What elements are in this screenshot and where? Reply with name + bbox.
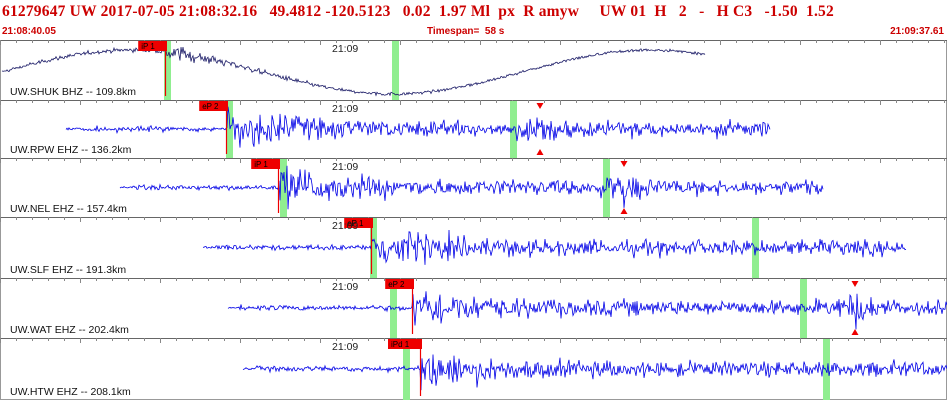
timespan-display: Timespan= 58 s bbox=[427, 26, 504, 37]
time-window-marker bbox=[280, 159, 287, 217]
coda-marker-top-icon[interactable] bbox=[620, 161, 628, 167]
station-label: UW.SHUK BHZ -- 109.8km bbox=[10, 86, 136, 98]
time-window-marker bbox=[226, 101, 233, 158]
waveform-trace[interactable] bbox=[65, 106, 771, 148]
waveform-trace[interactable] bbox=[242, 354, 947, 391]
time-window-marker bbox=[164, 41, 171, 100]
time-window-marker bbox=[823, 339, 830, 400]
trace-time-mark: 21:09 bbox=[332, 43, 358, 55]
trace-time-mark: 21:09 bbox=[332, 161, 358, 173]
phase-pick-label[interactable]: iP 1 bbox=[141, 42, 155, 51]
waveform-trace[interactable] bbox=[1, 46, 706, 97]
time-window-marker bbox=[392, 41, 399, 100]
station-label: UW.NEL EHZ -- 157.4km bbox=[10, 203, 127, 215]
phase-pick-label[interactable]: eP 1 bbox=[347, 219, 364, 228]
timespan-value: 58 s bbox=[484, 26, 505, 37]
phase-pick-label-box[interactable] bbox=[251, 159, 280, 169]
waveform-trace[interactable] bbox=[202, 229, 907, 265]
trace-panel-frame bbox=[0, 40, 947, 400]
phase-pick-label[interactable]: eP 2 bbox=[388, 280, 405, 289]
waveform-trace[interactable] bbox=[227, 291, 947, 330]
trace-time-mark: 21:09 bbox=[332, 220, 358, 232]
station-label: UW.SLF EHZ -- 191.3km bbox=[10, 264, 126, 276]
phase-pick-label[interactable]: iP 1 bbox=[254, 160, 268, 169]
phase-pick-label[interactable]: eP 2 bbox=[202, 102, 219, 111]
trace-time-mark: 21:09 bbox=[332, 281, 358, 293]
window-end-time: 21:09:37.61 bbox=[890, 26, 944, 37]
window-start-time: 21:08:40.05 bbox=[2, 26, 56, 37]
phase-pick-label-box[interactable] bbox=[388, 339, 422, 349]
phase-pick-label-box[interactable] bbox=[385, 279, 414, 289]
time-window-marker bbox=[370, 218, 377, 278]
trace-time-mark: 21:09 bbox=[332, 341, 358, 353]
time-window-marker bbox=[800, 279, 807, 338]
phase-pick-label-box[interactable] bbox=[344, 218, 373, 228]
phase-pick-label[interactable]: iPd 1 bbox=[391, 340, 410, 349]
station-label: UW.RPW EHZ -- 136.2km bbox=[10, 144, 132, 156]
timespan-label: Timespan= bbox=[427, 26, 480, 37]
phase-pick-label-box[interactable] bbox=[199, 101, 228, 111]
trace-panel[interactable]: iP 1 21:09 UW.SHUK BHZ -- 109.8km eP 2 21:09… bbox=[0, 40, 947, 400]
coda-marker-top-icon[interactable] bbox=[536, 103, 544, 109]
station-label: UW.WAT EHZ -- 202.4km bbox=[10, 324, 129, 336]
event-summary-line: 61279647 UW 2017-07-05 21:08:32.16 49.48… bbox=[2, 3, 834, 20]
waveform-trace[interactable] bbox=[119, 165, 824, 210]
station-label: UW.HTW EHZ -- 208.1km bbox=[10, 386, 131, 398]
coda-marker-bottom-icon[interactable] bbox=[851, 329, 859, 335]
coda-marker-bottom-icon[interactable] bbox=[536, 149, 544, 155]
trace-time-mark: 21:09 bbox=[332, 103, 358, 115]
phase-pick-label-box[interactable] bbox=[138, 41, 167, 51]
coda-marker-top-icon[interactable] bbox=[851, 281, 859, 287]
event-header: 61279647 UW 2017-07-05 21:08:32.16 49.48… bbox=[0, 0, 947, 42]
coda-marker-bottom-icon[interactable] bbox=[620, 208, 628, 214]
